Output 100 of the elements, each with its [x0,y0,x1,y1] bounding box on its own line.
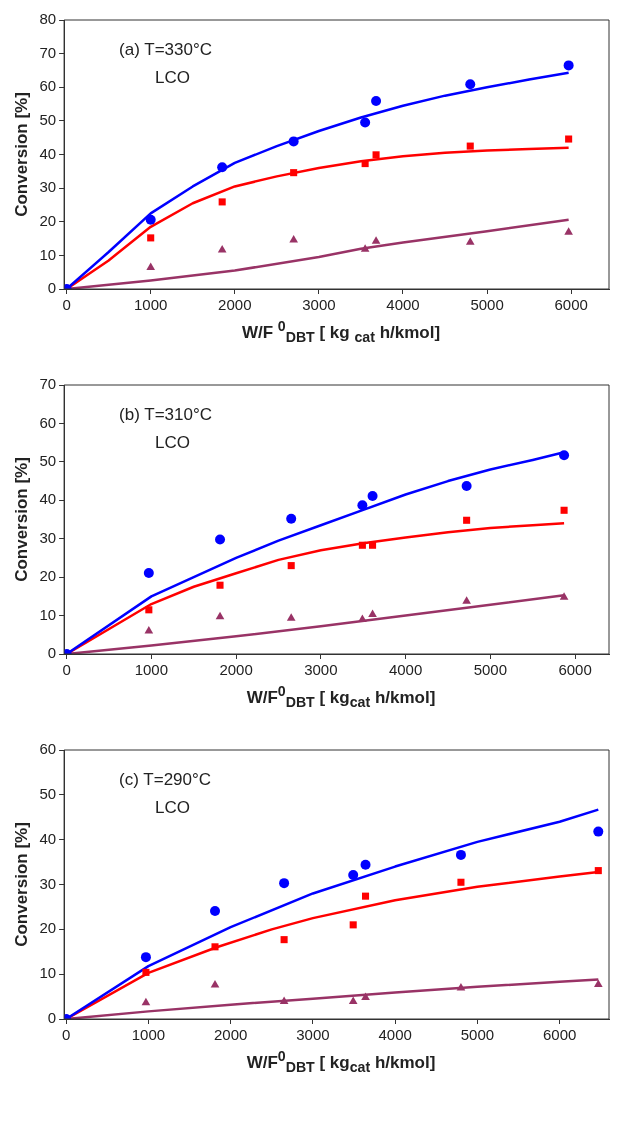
y-tick-label: 70 [39,43,57,61]
point [457,878,465,886]
x-tick-label: 2000 [218,296,252,314]
point [360,244,370,252]
point [559,450,570,461]
point [465,237,475,245]
x-axis-title: W/F$^{0}$$_{DBT}$ [ kg$_{cat}$ h/kmol] [245,683,437,711]
x-tick-label: 1000 [134,661,169,679]
y-tick-label: 40 [39,490,57,508]
x-tick-label: 0 [62,296,71,314]
x-tick-label: 5000 [473,661,508,679]
point [361,992,370,1001]
y-tick-label: 10 [39,245,57,263]
y-tick-label: 0 [47,279,57,297]
point [145,606,153,614]
point [216,581,224,589]
x-tick-label: 4000 [378,1026,412,1044]
point [141,997,151,1006]
y-tick-label: 30 [39,874,57,892]
y-tick-label: 60 [39,77,57,95]
point [215,611,225,620]
point [289,234,298,243]
x-tick-label: 1000 [134,296,168,314]
y-tick-label: 20 [39,919,57,937]
point [147,234,155,242]
point [455,850,466,860]
point [279,878,290,889]
x-tick-label: 3000 [304,661,338,679]
y-tick-label: 20 [39,211,57,229]
point [559,592,569,600]
annotation: (b) T=310°C [119,405,213,425]
x-tick-label: 2000 [219,661,253,679]
x-tick-label: 4000 [386,296,420,314]
point [211,943,219,951]
x-tick-label: 6000 [554,296,588,314]
point [560,506,568,514]
point [466,142,474,150]
annotation: LCO [155,433,191,453]
y-tick-label: 40 [39,144,57,162]
point [140,952,151,963]
point [286,513,297,524]
x-tick-label: 5000 [470,296,504,314]
point [348,870,359,881]
point [371,236,381,244]
point [369,541,377,549]
x-tick-label: 2000 [213,1026,248,1044]
point [360,117,371,128]
point [217,162,228,173]
y-axis-title: Conversion [%] [11,822,31,947]
x-tick-label: 6000 [542,1026,577,1044]
point [358,614,367,622]
point [349,921,357,929]
point [371,96,382,107]
point [463,516,471,524]
point [563,60,574,71]
x-tick-label: 6000 [558,661,592,679]
point [593,979,603,988]
x-tick-label: 3000 [302,296,336,314]
y-tick-label: 50 [39,111,57,129]
point [358,541,366,549]
x-tick-label: 0 [61,1026,71,1044]
y-tick-label: 30 [39,528,57,546]
x-tick-label: 5000 [460,1026,495,1044]
point [142,968,150,976]
y-tick-label: 40 [39,829,57,847]
annotation: LCO [155,68,191,88]
point [279,996,289,1005]
x-tick-label: 1000 [131,1026,166,1044]
x-tick-label: 3000 [296,1026,330,1044]
point [564,227,573,235]
point [145,214,156,225]
point [286,613,296,621]
point [361,160,369,168]
y-tick-label: 60 [39,413,57,431]
point [210,906,221,917]
point [218,198,226,206]
point [461,481,472,492]
point [368,609,377,617]
x-tick-label: 4000 [388,661,423,679]
point [215,534,226,545]
point [280,936,288,944]
point [565,135,573,143]
point [462,596,471,604]
y-tick-label: 0 [47,644,57,662]
y-tick-label: 20 [39,567,57,585]
x-tick-label: 0 [62,661,71,679]
point [357,500,368,511]
y-tick-label: 50 [39,785,57,803]
point [367,491,378,502]
point [146,262,156,270]
point [348,996,358,1005]
y-tick-label: 0 [47,1009,57,1027]
y-tick-label: 10 [39,964,57,982]
annotation: LCO [155,798,191,818]
y-axis-title: Conversion [%] [11,92,31,217]
x-axis-title: W/F$^{0}$$_{DBT}$ [ kg$_{cat}$ h/kmol] [245,1048,437,1076]
point [594,867,602,875]
point [143,567,154,578]
y-tick-label: 30 [39,178,57,196]
point [287,562,295,570]
